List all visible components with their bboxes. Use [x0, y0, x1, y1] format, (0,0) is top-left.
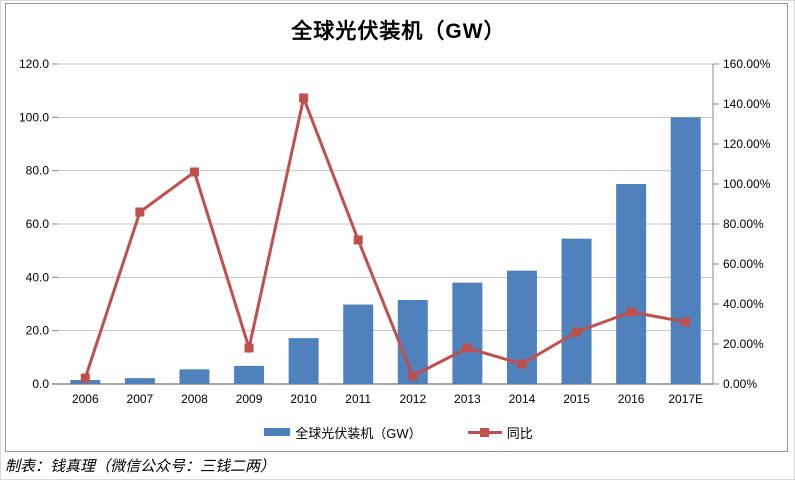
x-axis-label: 2014: [509, 392, 536, 406]
x-axis-label: 2008: [181, 392, 208, 406]
legend-item-yoy: 同比: [467, 423, 533, 442]
right-axis-label: 80.00%: [723, 217, 764, 231]
bar-2011: [343, 304, 374, 384]
left-axis-label: 40.0: [26, 270, 50, 284]
yoy-line: [83, 92, 686, 379]
bar-2009: [234, 365, 265, 384]
x-axis-label: 2011: [345, 392, 371, 406]
bar-2008: [179, 369, 210, 384]
x-axis-label: 2007: [127, 392, 154, 406]
x-axis-label: 2017E: [668, 392, 703, 406]
right-axis-label: 0.00%: [723, 377, 757, 391]
left-axis-label: 60.0: [26, 217, 50, 231]
yoy-marker-2009: [244, 343, 254, 353]
yoy-marker-2007: [135, 207, 145, 217]
bar-series-swatch-icon: [264, 428, 291, 436]
right-axis-label: 20.00%: [723, 337, 764, 351]
right-axis-label: 100.00%: [723, 177, 771, 191]
x-axis-label: 2006: [72, 392, 99, 406]
bar-2015: [561, 238, 592, 384]
right-axis-label: 40.00%: [723, 297, 764, 311]
x-axis-label: 2015: [563, 392, 590, 406]
yoy-marker-2016: [626, 307, 636, 317]
right-axis-label: 160.00%: [723, 57, 771, 71]
x-axis-label: 2009: [236, 392, 263, 406]
yoy-marker-2014: [517, 359, 527, 369]
line-series-swatch-icon: [467, 427, 502, 437]
x-axis-label: 2016: [618, 392, 645, 406]
yoy-marker-2012: [408, 371, 418, 381]
left-axis-label: 100.0: [19, 110, 49, 124]
x-axis-label: 2010: [290, 392, 317, 406]
yoy-marker-2006: [80, 373, 90, 383]
right-axis-label: 140.00%: [723, 97, 771, 111]
chart-title: 全球光伏装机（GW）: [291, 20, 506, 43]
left-axis-label: 0.0: [32, 377, 49, 391]
bar-2007: [124, 378, 155, 384]
yoy-marker-2017E: [681, 317, 691, 327]
right-axis-label: 60.00%: [723, 257, 764, 271]
yoy-marker-2013: [462, 343, 472, 353]
right-axis-label: 120.00%: [723, 137, 771, 151]
x-axis-label: 2012: [399, 392, 426, 406]
caption: 制表：钱真理（微信公众号：三钱二两）: [5, 457, 276, 475]
x-axis-label: 2013: [454, 392, 481, 406]
bar-2013: [452, 282, 483, 384]
yoy-marker-2011: [353, 235, 363, 245]
bar-2016: [616, 184, 647, 384]
legend-label-yoy: 同比: [506, 425, 533, 441]
yoy-marker-2008: [189, 167, 199, 177]
legend-label-installations: 全球光伏装机（GW）: [295, 425, 422, 441]
bar-2010: [288, 338, 319, 384]
left-axis-label: 80.0: [26, 164, 50, 178]
bar-2017E: [670, 117, 701, 384]
yoy-marker-2010: [299, 93, 309, 103]
left-axis-label: 120.0: [19, 57, 49, 71]
left-axis-label: 20.0: [26, 324, 50, 338]
yoy-marker-2015: [572, 327, 582, 337]
legend: 全球光伏装机（GW） 同比: [1, 422, 794, 442]
legend-item-installations: 全球光伏装机（GW）: [264, 423, 422, 442]
